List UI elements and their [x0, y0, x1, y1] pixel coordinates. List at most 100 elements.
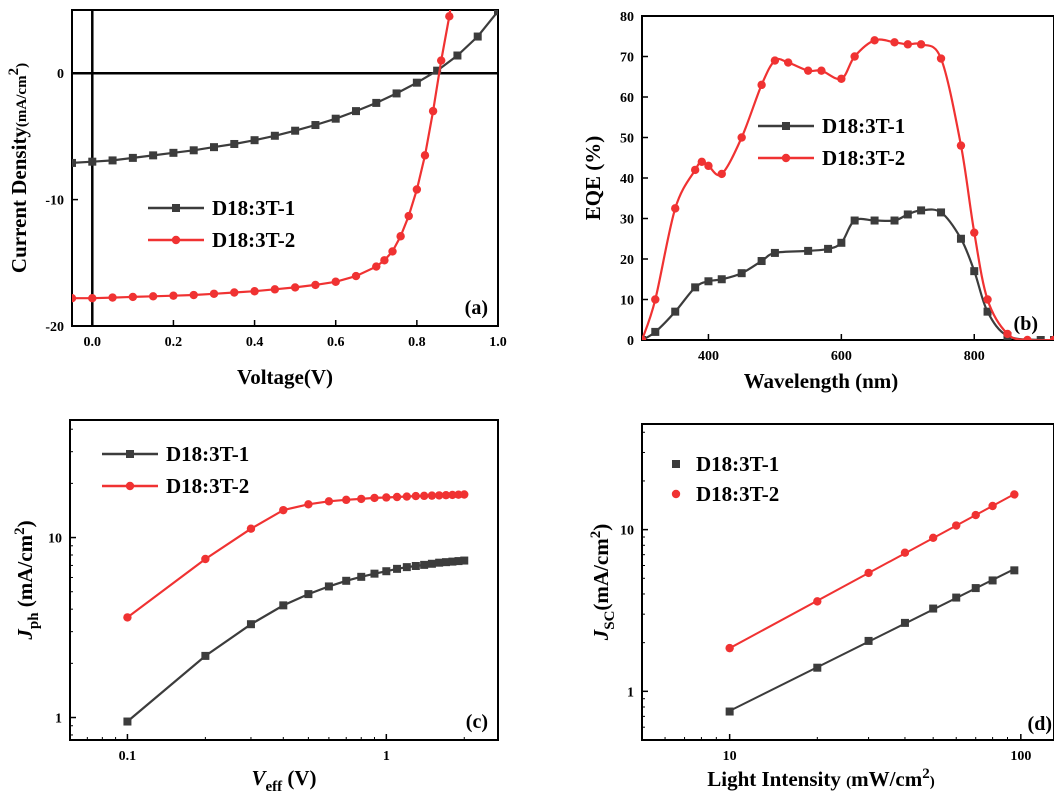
- panel-tag: (b): [1014, 313, 1038, 335]
- panel-tag: (d): [1028, 713, 1052, 735]
- data-point-series-1: [392, 89, 401, 98]
- x-tick-label: 0.2: [165, 335, 183, 350]
- data-point-series-1: [671, 307, 680, 316]
- data-point-series-2: [441, 490, 451, 500]
- data-point-series-2: [916, 40, 926, 49]
- data-point-series-2: [448, 490, 457, 500]
- data-point-series-2: [813, 597, 822, 606]
- data-point-series-2: [460, 490, 469, 499]
- y-tick-label: 20: [620, 253, 634, 268]
- data-point-series-1: [352, 107, 360, 116]
- data-point-series-2: [850, 52, 859, 61]
- data-point-series-2: [324, 497, 334, 506]
- data-point-series-1: [988, 576, 997, 585]
- data-point-series-2: [970, 228, 979, 237]
- legend-label-1: D18:3T-1: [696, 452, 779, 476]
- data-point-series-1: [402, 563, 411, 572]
- data-point-series-1: [900, 618, 909, 627]
- plot-area: [72, 10, 498, 303]
- data-point-series-1: [983, 307, 992, 316]
- data-point-series-1: [412, 78, 421, 87]
- data-point-series-2: [971, 510, 980, 520]
- data-point-series-1: [864, 636, 873, 645]
- data-point-series-1: [324, 582, 333, 591]
- data-point-series-2: [936, 54, 946, 63]
- data-point-series-2: [290, 283, 300, 292]
- legend-marker-1: [672, 460, 680, 468]
- data-point-series-2: [169, 291, 178, 300]
- data-point-series-2: [128, 292, 138, 302]
- data-point-series-1: [1010, 566, 1019, 575]
- data-point-series-2: [770, 56, 780, 65]
- data-point-series-1: [937, 208, 946, 217]
- data-point-series-2: [737, 133, 746, 142]
- data-point-series-2: [388, 247, 397, 256]
- data-point-series-2: [1049, 335, 1054, 340]
- data-point-series-2: [983, 295, 992, 304]
- data-point-series-1: [770, 248, 779, 257]
- data-point-series-1: [448, 557, 457, 566]
- data-point-series-2: [1003, 329, 1012, 339]
- x-tick-label: 1: [383, 749, 390, 764]
- x-tick-label: 0.1: [119, 749, 137, 764]
- data-point-series-1: [279, 601, 288, 610]
- y-tick-label: 50: [620, 132, 634, 147]
- data-point-series-2: [445, 12, 454, 21]
- data-point-series-1: [717, 275, 726, 284]
- data-point-series-2: [870, 36, 879, 45]
- plot-area: [123, 490, 469, 726]
- data-point-series-2: [717, 169, 726, 179]
- plot-frame: [71, 9, 499, 327]
- x-tick-label: 10: [723, 749, 737, 764]
- y-axis-label: JSC(mA/cm2): [588, 524, 618, 642]
- y-tick-label: 60: [620, 91, 634, 106]
- data-point-series-1: [1036, 336, 1045, 340]
- data-point-series-2: [803, 66, 813, 75]
- plot-frame: [641, 15, 1054, 341]
- data-point-series-2: [148, 292, 158, 301]
- y-tick-label: 1: [55, 712, 62, 727]
- data-point-series-2: [123, 613, 132, 622]
- data-point-series-1: [270, 131, 279, 140]
- data-point-series-1: [357, 572, 366, 581]
- data-point-series-1: [691, 283, 700, 292]
- legend-label-2: D18:3T-2: [212, 228, 295, 252]
- data-point-series-1: [956, 234, 965, 243]
- data-point-series-2: [1010, 490, 1019, 499]
- data-point-series-2: [311, 280, 320, 290]
- data-point-series-2: [372, 262, 381, 271]
- x-tick-label: 0.8: [408, 335, 426, 350]
- data-point-series-1: [917, 206, 926, 215]
- legend-label-1: D18:3T-1: [212, 196, 295, 220]
- data-point-series-1: [970, 267, 979, 276]
- data-point-series-2: [783, 58, 793, 67]
- series-line-1: [642, 208, 1054, 340]
- data-point-series-1: [454, 557, 463, 566]
- y-tick-label: -20: [45, 320, 64, 335]
- data-point-series-2: [434, 491, 444, 500]
- data-point-series-2: [402, 492, 412, 501]
- data-point-series-2: [817, 66, 826, 75]
- data-point-series-2: [956, 141, 966, 150]
- x-axis-label: Voltage(V): [237, 365, 333, 389]
- data-point-series-1: [250, 136, 259, 145]
- data-point-series-2: [304, 500, 313, 509]
- data-point-series-1: [201, 651, 210, 660]
- y-tick-label: 10: [48, 532, 62, 547]
- data-point-series-1: [342, 576, 351, 585]
- data-point-series-2: [690, 165, 700, 175]
- legend-marker-2: [171, 235, 181, 245]
- data-point-series-2: [642, 335, 647, 340]
- data-point-series-1: [128, 153, 137, 162]
- legend-label-1: D18:3T-1: [822, 114, 905, 138]
- panel-c-chart: 0.1 1 1 10 Veff (V) Jph (mA/cm2) D18:3T-1 D18:3…: [12, 419, 499, 795]
- y-tick-label: 10: [620, 524, 634, 539]
- series-line-1: [126, 559, 465, 723]
- data-point-series-1: [890, 216, 899, 225]
- data-point-series-2: [201, 554, 210, 564]
- panel-d-chart: 10 100 1 10 Light Intensity (mW/cm2) JSC(mA/c…: [588, 423, 1054, 791]
- legend-label-2: D18:3T-2: [696, 482, 779, 506]
- data-point-series-2: [437, 56, 446, 65]
- data-point-series-2: [189, 290, 198, 300]
